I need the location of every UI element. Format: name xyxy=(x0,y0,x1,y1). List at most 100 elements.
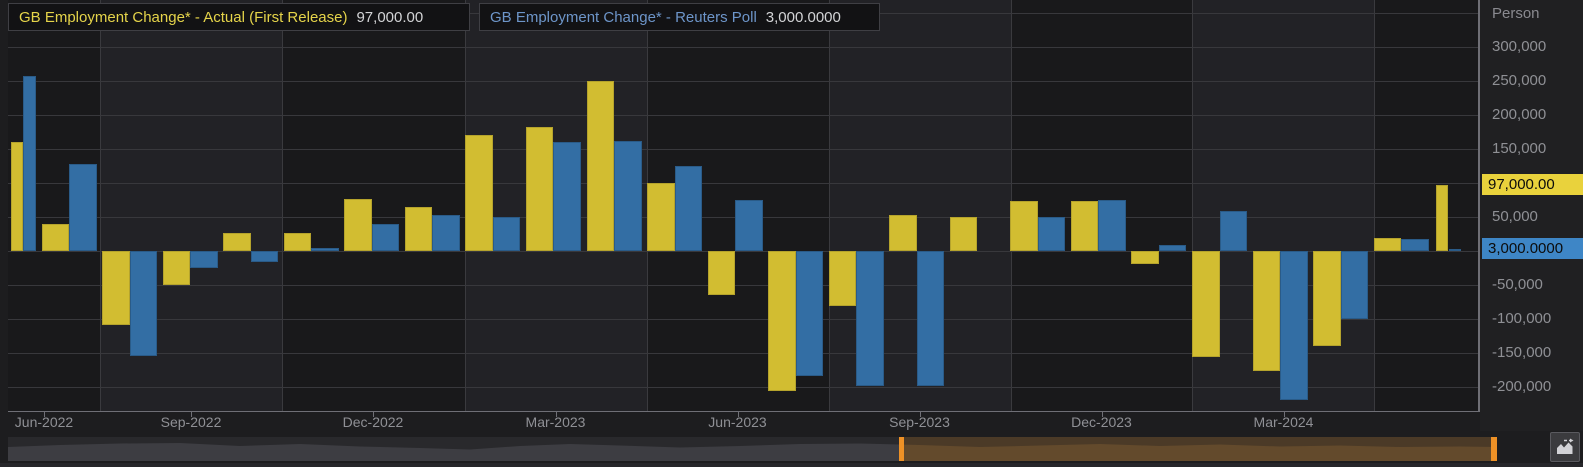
x-tick-mark xyxy=(1283,412,1285,417)
vertical-gridline xyxy=(1373,0,1375,411)
bar-actual-Jun-2023[interactable] xyxy=(707,250,736,295)
bar-actual-Aug-2022[interactable] xyxy=(102,250,130,326)
bar-actual-Dec-2022[interactable] xyxy=(344,199,372,251)
x-tick-mark xyxy=(555,412,557,417)
bar-actual-Nov-2023[interactable] xyxy=(1010,200,1038,251)
x-tick-label: Dec-2023 xyxy=(1071,414,1132,430)
bar-actual-Feb-2024[interactable] xyxy=(1192,250,1220,357)
horizontal-gridline xyxy=(8,318,1478,320)
bar-actual-May-2023[interactable] xyxy=(647,182,675,251)
horizontal-gridline xyxy=(8,182,1478,184)
horizontal-gridline xyxy=(8,114,1478,116)
bar-poll-Mar-2024[interactable] xyxy=(1280,250,1308,401)
y-tick-label: 150,000 xyxy=(1492,139,1547,157)
legend-poll-series[interactable]: GB Employment Change* - Reuters Poll 3,0… xyxy=(479,3,880,31)
vertical-gridline xyxy=(828,0,830,411)
x-tick-mark xyxy=(191,412,192,417)
x-tick-mark xyxy=(373,412,374,417)
bar-actual-Mar-2023[interactable] xyxy=(525,127,554,251)
bar-actual-Mar-2024[interactable] xyxy=(1252,250,1281,371)
legend-poll-label: GB Employment Change* - Reuters Poll xyxy=(490,8,757,26)
navigator-preview-wave xyxy=(8,443,899,461)
bar-poll-Nov-2022[interactable] xyxy=(311,248,339,251)
vertical-gridline xyxy=(464,0,466,411)
horizontal-gridline xyxy=(8,386,1478,388)
vertical-gridline xyxy=(646,0,648,411)
chart-export-button[interactable] xyxy=(1550,432,1580,462)
bar-actual-Oct-2023[interactable] xyxy=(949,216,978,251)
bar-poll-Apr-2023[interactable] xyxy=(614,140,642,251)
plot-right-border xyxy=(1478,0,1480,412)
bar-actual-Apr-2023[interactable] xyxy=(586,80,614,251)
area-chart-export-icon xyxy=(1557,438,1574,454)
y-tick-label: -200,000 xyxy=(1492,377,1552,395)
vertical-gridline xyxy=(282,0,283,411)
bar-actual-Dec-2023[interactable] xyxy=(1070,200,1099,251)
bar-poll-Oct-2022[interactable] xyxy=(250,250,279,263)
x-tick-label: Mar-2024 xyxy=(1253,414,1314,430)
y-tick-label: -100,000 xyxy=(1492,309,1552,327)
navigator-left-handle[interactable] xyxy=(899,437,904,461)
x-tick-label: Jun-2022 xyxy=(14,414,74,430)
bar-poll-Aug-2023[interactable] xyxy=(856,250,884,387)
y-tick-label: -150,000 xyxy=(1492,343,1552,361)
bar-actual-Oct-2022[interactable] xyxy=(223,233,251,251)
bar-actual-Apr-2024[interactable] xyxy=(1313,250,1341,347)
bar-actual-Jun-2022[interactable] xyxy=(11,142,23,251)
actual-value-badge: 97,000.00 xyxy=(1482,174,1583,196)
x-tick-label: Sep-2023 xyxy=(889,414,950,430)
bar-poll-Jul-2022[interactable] xyxy=(69,163,97,251)
bar-poll-Jun-2022[interactable] xyxy=(23,76,36,251)
navigator-preview-wave-selected xyxy=(899,444,1497,461)
bar-poll-Jun-2023[interactable] xyxy=(735,199,763,251)
bar-actual-Jul-2023[interactable] xyxy=(768,250,796,392)
bar-poll-Feb-2023[interactable] xyxy=(492,217,521,251)
x-tick-label: Dec-2022 xyxy=(342,414,404,430)
bar-actual-Jan-2023[interactable] xyxy=(404,207,433,251)
bar-poll-Dec-2023[interactable] xyxy=(1098,199,1126,251)
horizontal-gridline xyxy=(8,47,1478,48)
bar-poll-Jun-2024[interactable] xyxy=(1448,248,1461,251)
y-tick-label: 50,000 xyxy=(1492,207,1538,225)
horizontal-gridline xyxy=(8,148,1478,150)
plot-area[interactable] xyxy=(8,0,1478,411)
bar-actual-Aug-2023[interactable] xyxy=(828,250,857,307)
x-tick-mark xyxy=(737,412,739,417)
legend-actual-series[interactable]: GB Employment Change* - Actual (First Re… xyxy=(8,3,470,31)
bar-actual-May-2024[interactable] xyxy=(1373,237,1402,251)
vertical-gridline xyxy=(1192,0,1193,411)
bar-poll-Dec-2022[interactable] xyxy=(371,224,400,251)
bar-actual-Feb-2023[interactable] xyxy=(465,135,493,251)
bar-actual-Sep-2023[interactable] xyxy=(889,214,917,251)
quarter-background-band xyxy=(100,0,282,411)
bar-actual-Jul-2022[interactable] xyxy=(41,224,70,251)
horizontal-gridline xyxy=(8,250,1478,252)
x-tick-mark xyxy=(919,412,921,417)
bar-poll-Aug-2022[interactable] xyxy=(129,250,158,356)
bar-poll-May-2023[interactable] xyxy=(674,165,703,251)
bottom-strip xyxy=(0,463,1583,467)
bar-actual-Nov-2022[interactable] xyxy=(283,233,312,251)
bar-actual-Sep-2022[interactable] xyxy=(162,250,191,286)
bar-poll-Sep-2023[interactable] xyxy=(916,250,945,387)
bar-poll-Sep-2022[interactable] xyxy=(190,250,218,269)
bar-poll-Jan-2024[interactable] xyxy=(1158,244,1187,251)
bar-poll-Jan-2023[interactable] xyxy=(432,214,460,251)
x-tick-mark xyxy=(1101,412,1103,417)
x-tick-label: Sep-2022 xyxy=(160,414,222,430)
bar-poll-Jul-2023[interactable] xyxy=(795,250,824,377)
bar-poll-Nov-2023[interactable] xyxy=(1037,216,1066,251)
legend-actual-label: GB Employment Change* - Actual (First Re… xyxy=(19,8,348,26)
bar-poll-Feb-2024[interactable] xyxy=(1219,210,1247,251)
bar-actual-Jun-2024[interactable] xyxy=(1436,184,1448,251)
timeline-navigator[interactable] xyxy=(8,437,1497,461)
y-tick-label: 300,000 xyxy=(1492,38,1547,55)
bar-poll-Mar-2023[interactable] xyxy=(553,142,581,251)
poll-value-badge: 3,000.0000 xyxy=(1482,238,1583,260)
bar-poll-Apr-2024[interactable] xyxy=(1340,250,1369,319)
y-tick-label: -50,000 xyxy=(1492,275,1543,293)
bar-poll-May-2024[interactable] xyxy=(1401,239,1429,251)
navigator-right-handle[interactable] xyxy=(1491,437,1497,461)
bar-actual-Jan-2024[interactable] xyxy=(1131,250,1159,265)
horizontal-gridline xyxy=(8,352,1478,354)
